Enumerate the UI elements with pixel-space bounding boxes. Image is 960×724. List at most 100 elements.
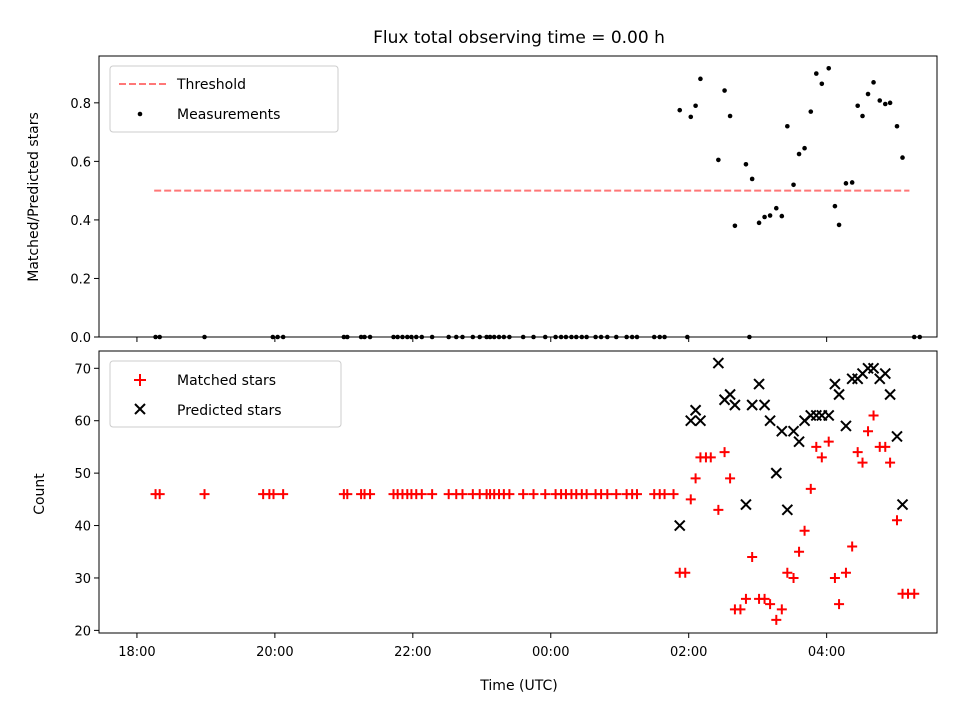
measurements-point (756, 220, 762, 226)
measurements-point (400, 334, 405, 340)
matched-stars-point (909, 588, 920, 599)
measurements-point (429, 334, 435, 340)
measurements-point (270, 334, 276, 340)
measurements-point (341, 334, 347, 340)
measurements-point (395, 334, 400, 340)
measurements-point (634, 334, 640, 340)
predicted-stars-point (694, 415, 707, 427)
measurements-point (598, 334, 604, 340)
legend-predicted-label: Predicted stars (177, 403, 282, 419)
predicted-stars-point (712, 357, 725, 369)
legend-measurements-label: Measurements (177, 107, 280, 123)
measurements-point (579, 334, 585, 340)
measurements-point (849, 180, 855, 185)
predicted-stars-point (729, 399, 741, 411)
top-panel: 0.00.20.40.60.8 Matched/Predicted stars … (26, 55, 938, 346)
matched-stars-point (771, 614, 782, 625)
measurements-point (747, 334, 752, 340)
matched-stars-point (719, 447, 730, 458)
matched-stars-point (747, 551, 758, 562)
legend-predicted-swatch (134, 403, 146, 415)
predicted-stars-point (740, 498, 752, 511)
measurements-point (826, 65, 832, 71)
matched-stars-point (805, 483, 816, 494)
matched-stars-point (863, 426, 874, 437)
matched-stars-point (891, 515, 902, 526)
matched-stars-point (713, 504, 724, 515)
measurements-point (367, 334, 373, 340)
measurements-point (894, 123, 900, 129)
matched-stars-point (427, 489, 438, 500)
predicted-stars-point (776, 425, 788, 437)
predicted-stars-point (867, 362, 880, 375)
measurements-point (520, 334, 526, 340)
predicted-stars-point (764, 415, 776, 427)
measurements-point (657, 334, 663, 340)
measurements-point (843, 181, 849, 186)
matched-stars-point (885, 457, 896, 468)
x-axis-label: Time (UTC) (479, 678, 557, 694)
bottom-y-tick-label: 60 (74, 415, 91, 430)
measurements-point (558, 334, 564, 340)
matched-stars-point (581, 489, 592, 500)
top-y-tick-label: 0.6 (70, 155, 91, 170)
bottom-y-tick-label: 40 (74, 520, 91, 535)
measurements-point (855, 103, 860, 109)
matched-stars-point (504, 489, 515, 500)
bottom-y-tick-label: 30 (74, 572, 91, 587)
matched-stars-point (365, 489, 376, 500)
predicted-stars-point (879, 367, 891, 380)
matched-stars-point (685, 494, 696, 505)
measurements-point (727, 113, 733, 119)
predicted-stars-point (787, 425, 800, 437)
matched-stars-point (602, 489, 613, 500)
matched-stars-point (868, 410, 879, 421)
matched-stars-point (811, 441, 822, 452)
matched-stars-point (776, 604, 787, 615)
measurements-point (796, 151, 802, 157)
matched-stars-point (829, 572, 840, 583)
measurements-point (153, 334, 158, 340)
matched-stars-point (847, 541, 858, 552)
matched-stars-point (788, 572, 799, 583)
matched-stars-point (840, 567, 851, 578)
x-tick-label: 02:00 (670, 645, 707, 660)
measurements-point (685, 334, 690, 340)
measurements-point (651, 334, 657, 340)
measurements-point (865, 91, 871, 97)
measurements-point (280, 334, 286, 340)
top-legend-box (109, 65, 339, 133)
bottom-y-axis-label: Count (32, 473, 48, 515)
matched-stars-point (659, 489, 670, 500)
measurements-point (487, 334, 493, 340)
measurements-point (569, 334, 574, 340)
measurements-point (767, 213, 773, 218)
matched-stars-point (765, 599, 776, 610)
measurements-point (900, 155, 905, 160)
matched-stars-point (680, 567, 691, 578)
matched-stars-point (278, 489, 289, 500)
matched-stars-point (457, 489, 468, 500)
measurements-point (882, 101, 888, 107)
predicted-stars-point (829, 378, 841, 390)
measurements-point (877, 98, 883, 103)
measurements-point (593, 334, 598, 340)
predicted-stars-point (833, 388, 845, 401)
measurements-point (836, 222, 842, 228)
predicted-stars-point (770, 467, 783, 479)
measurements-point (358, 334, 364, 340)
predicted-stars-point (884, 388, 896, 401)
measurements-point (814, 71, 819, 76)
measurements-point (202, 334, 207, 340)
x-tick-label: 00:00 (532, 645, 569, 660)
measurements-point (605, 334, 610, 340)
legend-threshold-label: Threshold (176, 77, 246, 93)
top-y-ticks: 0.0 0.2 0.4 0.6 0.8 (70, 97, 99, 346)
matched-stars-point (705, 452, 716, 463)
legend-measurements-swatch (137, 111, 143, 117)
top-marks (153, 65, 923, 340)
matched-stars-point (611, 489, 622, 500)
measurements-point (917, 334, 923, 340)
measurements-point (496, 334, 502, 340)
